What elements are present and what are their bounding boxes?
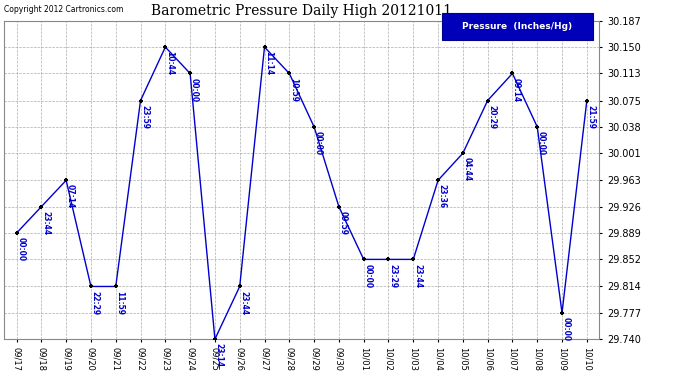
Point [234,284,245,290]
Text: 11:59: 11:59 [115,291,124,315]
Text: 04:44: 04:44 [462,158,471,182]
Text: Copyright 2012 Cartronics.com: Copyright 2012 Cartronics.com [4,5,124,14]
Point [110,284,121,290]
Point [482,98,493,104]
Point [86,284,97,290]
Point [11,230,22,236]
Text: 00:00: 00:00 [17,237,26,261]
Point [408,256,419,262]
Text: 09:14: 09:14 [512,78,521,102]
Text: 00:00: 00:00 [314,131,323,155]
Text: 09:59: 09:59 [339,211,348,235]
Text: 21:59: 21:59 [586,105,595,129]
Text: Pressure  (Inches/Hg): Pressure (Inches/Hg) [462,22,573,31]
Point [532,124,543,130]
Text: 23:44: 23:44 [41,211,50,235]
Point [61,177,72,183]
Text: 22:29: 22:29 [90,291,99,315]
Point [507,70,518,76]
Title: Barometric Pressure Daily High 20121011: Barometric Pressure Daily High 20121011 [151,4,452,18]
Point [36,204,47,210]
Point [160,44,171,50]
Point [333,204,344,210]
Point [259,44,270,50]
Point [581,98,592,104]
Text: 23:36: 23:36 [437,184,446,209]
Text: 10:59: 10:59 [289,78,298,102]
Text: 07:14: 07:14 [66,184,75,209]
Text: 00:00: 00:00 [190,78,199,102]
Point [135,98,146,104]
Text: 11:14: 11:14 [264,51,273,75]
Text: 23:44: 23:44 [413,264,422,288]
Text: 23:59: 23:59 [140,105,149,129]
Text: 23:29: 23:29 [388,264,397,288]
Point [284,70,295,76]
Text: 10:44: 10:44 [165,51,174,75]
Bar [442,13,593,40]
Point [457,150,469,156]
Text: 00:00: 00:00 [537,131,546,155]
Point [557,310,568,316]
Text: 00:00: 00:00 [364,264,373,288]
Text: 23:14: 23:14 [215,344,224,368]
Text: 20:29: 20:29 [487,105,496,129]
Point [433,177,444,183]
Point [383,256,394,262]
Point [358,256,369,262]
Text: 23:44: 23:44 [239,291,248,315]
Text: 00:00: 00:00 [562,317,571,341]
Point [308,124,319,130]
Point [185,70,196,76]
Point [209,336,220,342]
